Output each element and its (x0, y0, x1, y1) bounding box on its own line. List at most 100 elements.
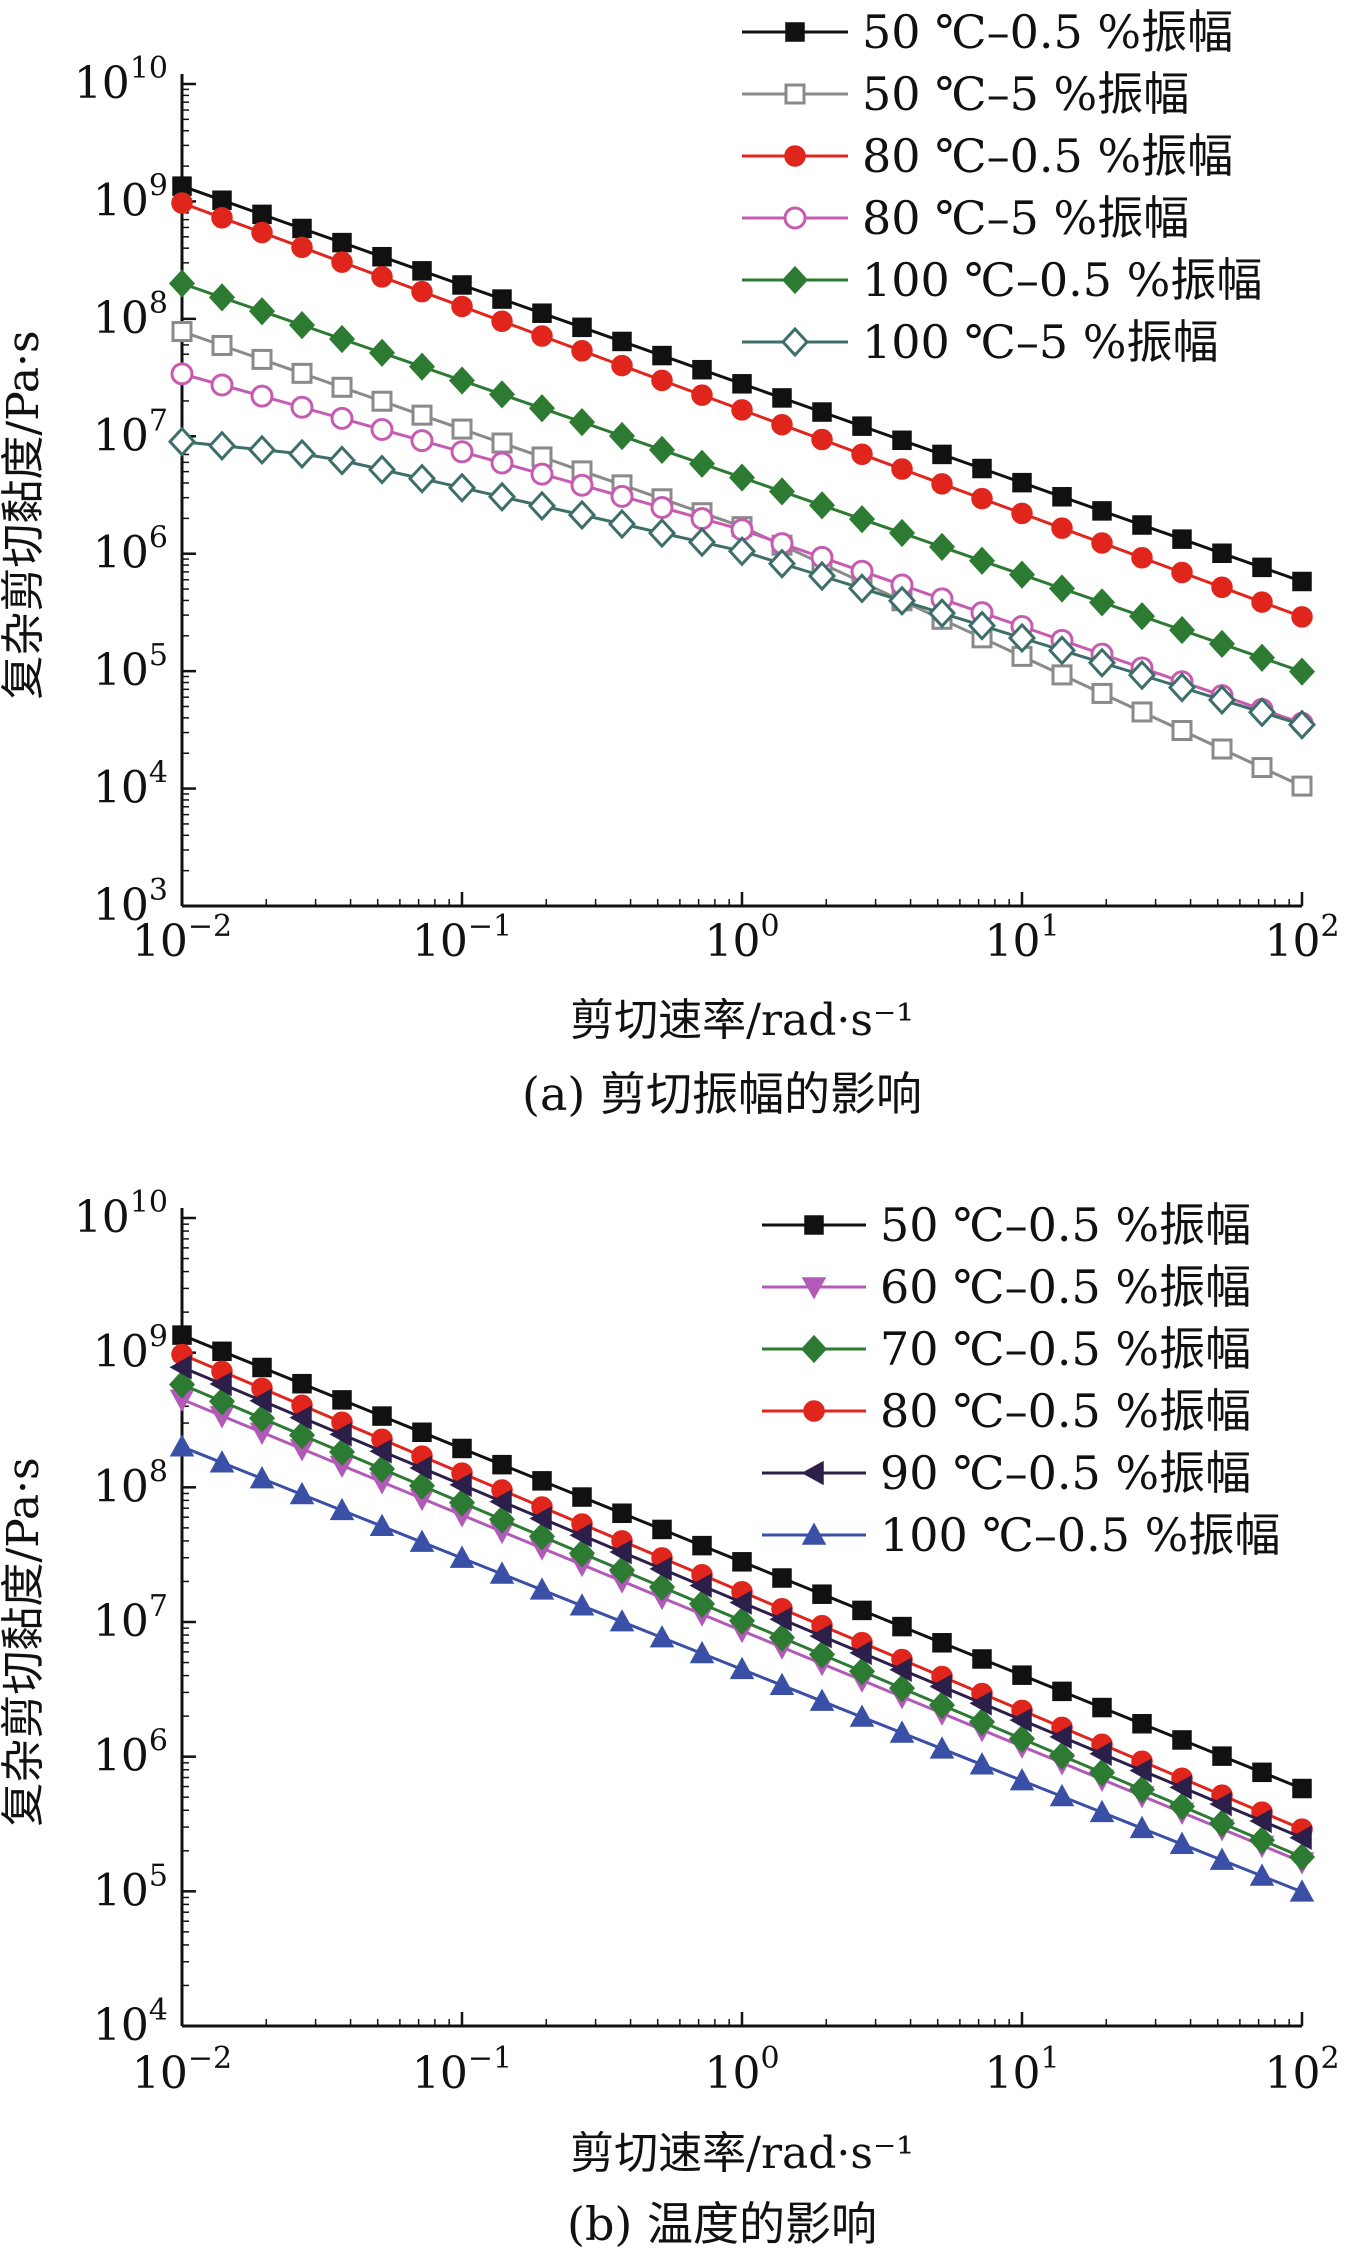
series-0 (172, 1325, 1312, 1799)
data-point (529, 1506, 552, 1531)
data-point (932, 444, 952, 465)
data-point (209, 1371, 232, 1397)
data-point (688, 1589, 716, 1618)
data-point (768, 477, 796, 506)
series-5 (167, 426, 1317, 740)
data-point (612, 1503, 632, 1523)
legend-marker (801, 1460, 824, 1486)
data-point (609, 1609, 635, 1632)
data-point (1047, 635, 1077, 666)
series-2 (168, 1370, 1316, 1872)
data-point (731, 399, 753, 421)
data-point (607, 508, 637, 540)
data-point (972, 1649, 992, 1669)
data-point (449, 1545, 475, 1568)
data-point (807, 560, 837, 592)
legend-marker (783, 206, 807, 230)
data-point (1049, 1783, 1075, 1807)
data-point (728, 463, 756, 492)
data-point (1252, 1762, 1272, 1783)
series-2 (171, 192, 1313, 628)
data-point (449, 1472, 472, 1498)
data-point (888, 1674, 916, 1703)
legend: 50 ℃–0.5 %振幅 60 ℃–0.5 %振幅 70 ℃–0.5 %振幅 80 ℃… (762, 1198, 1280, 1562)
legend-marker (800, 1334, 828, 1364)
legend-marker (785, 22, 805, 42)
data-point (728, 1606, 756, 1635)
data-point (1292, 1778, 1312, 1799)
legend-item: 80 ℃–0.5 %振幅 (742, 129, 1233, 183)
data-point (532, 303, 552, 323)
data-point (569, 1593, 595, 1616)
data-point (409, 1455, 432, 1481)
data-point (1288, 657, 1316, 686)
data-point (171, 321, 193, 343)
data-point (528, 1522, 556, 1551)
data-point (490, 451, 514, 475)
data-point (609, 1539, 632, 1565)
data-point (1208, 629, 1236, 659)
data-point (371, 390, 393, 412)
data-point (527, 490, 557, 522)
data-point (611, 354, 633, 377)
legend-label: 80 ℃–0.5 %振幅 (862, 129, 1233, 183)
data-point (1011, 502, 1033, 525)
data-point (772, 388, 792, 408)
data-point (647, 517, 677, 549)
data-point (812, 1584, 832, 1604)
data-point (290, 395, 314, 419)
data-point (370, 418, 394, 442)
legend-item: 70 ℃–0.5 %振幅 (762, 1322, 1251, 1376)
data-point (972, 458, 992, 479)
data-point (249, 1388, 272, 1414)
data-point (289, 1405, 312, 1430)
data-point (931, 473, 953, 495)
data-point (1212, 543, 1232, 564)
data-point (1091, 532, 1113, 554)
data-point (448, 1488, 476, 1517)
data-point (567, 499, 597, 531)
data-point (571, 340, 593, 362)
series-4 (169, 1354, 1312, 1851)
data-point (1171, 561, 1193, 584)
data-point (1287, 709, 1317, 740)
data-point (251, 348, 273, 370)
x-tick-label: 10−1 (412, 2041, 512, 2099)
x-tick-label: 10−1 (412, 909, 512, 967)
data-point (1052, 1681, 1072, 1702)
legend-marker (801, 1277, 827, 1300)
data-point (1168, 615, 1196, 645)
data-point (692, 359, 712, 380)
data-point (1088, 1758, 1116, 1787)
data-point (489, 1561, 515, 1584)
data-point (410, 429, 434, 453)
legend-item: 50 ℃–0.5 %振幅 (742, 5, 1233, 59)
data-point (889, 1720, 915, 1743)
data-point (652, 1519, 672, 1540)
data-point (529, 1577, 555, 1600)
data-point (927, 597, 957, 629)
data-point (1051, 517, 1073, 539)
data-point (851, 443, 873, 466)
data-point (327, 445, 357, 476)
data-point (727, 536, 757, 567)
legend-label: 90 ℃–0.5 %振幅 (880, 1446, 1251, 1500)
data-point (330, 406, 354, 430)
data-point (1092, 1697, 1112, 1718)
data-point (328, 1437, 356, 1467)
data-point (848, 1657, 876, 1686)
data-point (530, 462, 554, 486)
y-tick-labels: 103 104 105 106 107 108 109 1010 (74, 51, 196, 931)
data-point (892, 430, 912, 451)
data-point (688, 449, 716, 478)
legend-label: 50 ℃–5 %振幅 (862, 67, 1189, 121)
data-point (888, 518, 916, 548)
y-tick-label: 108 (93, 286, 168, 344)
data-point (291, 362, 313, 384)
data-point (1212, 1746, 1232, 1766)
data-point (491, 432, 513, 454)
data-point (1009, 1768, 1035, 1791)
data-point (1211, 576, 1233, 599)
data-point (968, 1707, 996, 1737)
data-point (1208, 1809, 1236, 1838)
